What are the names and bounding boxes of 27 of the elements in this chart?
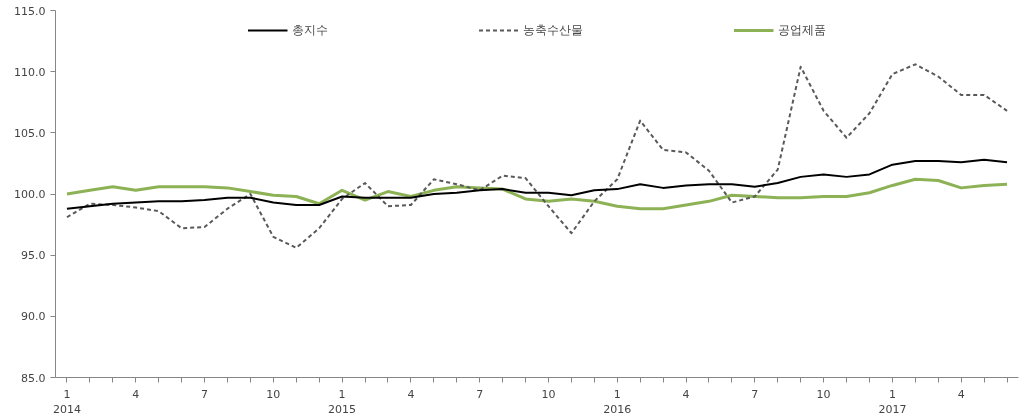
x-tick-label: 10 bbox=[266, 387, 281, 401]
x-tick-label: 10 bbox=[541, 387, 556, 401]
x-tick-label: 10 bbox=[816, 387, 831, 401]
x-tick-label: 1 2016 bbox=[603, 387, 632, 417]
x-tick-label: 4 bbox=[957, 387, 965, 401]
legend-label: 농축수산물 bbox=[523, 21, 583, 39]
legend-label: 공업제품 bbox=[778, 21, 826, 39]
y-tick-label: 85.0 bbox=[21, 371, 46, 385]
x-tick-label: 7 bbox=[476, 387, 484, 401]
line-series bbox=[65, 158, 1009, 210]
y-tick-label: 110.0 bbox=[14, 65, 46, 79]
line-series bbox=[65, 63, 1009, 249]
x-tick-label: 7 bbox=[201, 387, 209, 401]
y-tick-label: 95.0 bbox=[21, 249, 46, 263]
x-tick-label: 1 2015 bbox=[328, 387, 357, 417]
x-tick-label: 4 bbox=[132, 387, 140, 401]
y-tick-label: 105.0 bbox=[14, 126, 46, 140]
x-tick-label: 4 bbox=[407, 387, 415, 401]
x-tick-label: 1 2014 bbox=[52, 387, 81, 417]
x-tick-label: 7 bbox=[751, 387, 759, 401]
y-tick-label: 115.0 bbox=[14, 4, 46, 18]
y-tick-label: 90.0 bbox=[21, 310, 46, 324]
y-tick-label: 100.0 bbox=[14, 188, 46, 201]
x-tick-label: 1 2017 bbox=[878, 387, 907, 417]
x-tick-label: 4 bbox=[682, 387, 690, 401]
line-series bbox=[65, 177, 1009, 211]
legend-label: 총지수 bbox=[292, 21, 328, 39]
